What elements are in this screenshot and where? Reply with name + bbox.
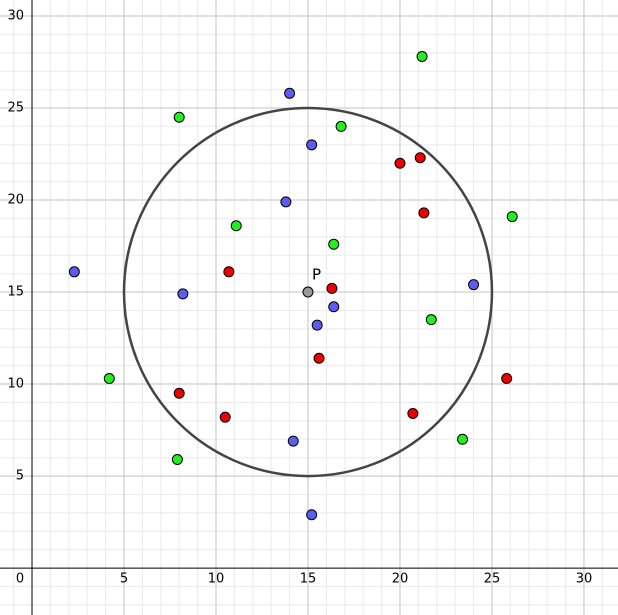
- point: [468, 279, 480, 291]
- point: [306, 509, 318, 521]
- point: [223, 266, 235, 278]
- point: [328, 238, 340, 250]
- point: [284, 87, 296, 99]
- point: [418, 207, 430, 219]
- x-tick-label: 5: [120, 572, 128, 587]
- x-tick-label: 0: [16, 572, 24, 587]
- y-tick-label: 10: [7, 377, 24, 392]
- y-tick-label: 30: [7, 9, 24, 24]
- y-tick-label: 15: [7, 285, 24, 300]
- point: [306, 139, 318, 151]
- y-tick-label: 20: [7, 193, 24, 208]
- point: [425, 314, 437, 326]
- point: [506, 211, 518, 223]
- point: [414, 152, 426, 164]
- point: [173, 111, 185, 123]
- point: [219, 411, 231, 423]
- point: [457, 433, 469, 445]
- x-tick-label: 10: [208, 572, 225, 587]
- point: [177, 288, 189, 300]
- point: [103, 373, 115, 385]
- point: [280, 196, 292, 208]
- point: [335, 120, 347, 132]
- point: [287, 435, 299, 447]
- point: [230, 220, 242, 232]
- point: [68, 266, 80, 278]
- point: [171, 454, 183, 466]
- point: [326, 282, 338, 294]
- x-tick-label: 30: [576, 572, 593, 587]
- point: [328, 301, 340, 313]
- circle: [122, 106, 494, 478]
- point: [501, 373, 513, 385]
- point: [394, 157, 406, 169]
- y-tick-label: 25: [7, 101, 24, 116]
- y-tick-label: 5: [16, 469, 24, 484]
- x-tick-label: 20: [392, 572, 409, 587]
- x-tick-label: 25: [484, 572, 501, 587]
- point: [313, 352, 325, 364]
- point-p: [302, 286, 314, 298]
- point: [416, 50, 428, 62]
- point: [173, 387, 185, 399]
- x-tick-label: 15: [300, 572, 317, 587]
- point: [311, 319, 323, 331]
- point-label: P: [312, 266, 321, 284]
- point: [407, 407, 419, 419]
